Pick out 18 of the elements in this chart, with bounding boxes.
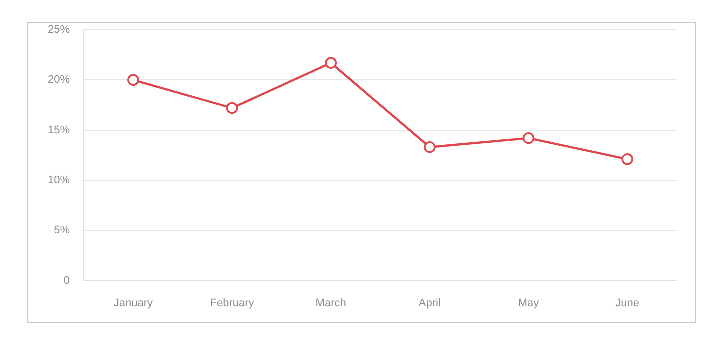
y-tick-label: 15% [48, 124, 70, 136]
y-tick-label: 20% [48, 74, 70, 86]
x-tick-label: June [616, 297, 640, 310]
x-tick-label: January [114, 297, 154, 310]
y-tick-label: 5% [54, 224, 70, 237]
point [325, 57, 337, 70]
point [226, 102, 238, 114]
y-tick-label: 10% [48, 174, 70, 187]
point [424, 141, 436, 154]
point [128, 74, 140, 86]
x-tick-label: April [418, 297, 441, 310]
point [522, 132, 535, 144]
x-tick-label: March [316, 297, 346, 310]
point [622, 154, 634, 166]
x-tick-label: February [210, 297, 255, 310]
x-tick-label: May [518, 297, 540, 310]
y-tick-label: 25% [48, 24, 70, 36]
y-tick-label: 0 [64, 274, 70, 287]
